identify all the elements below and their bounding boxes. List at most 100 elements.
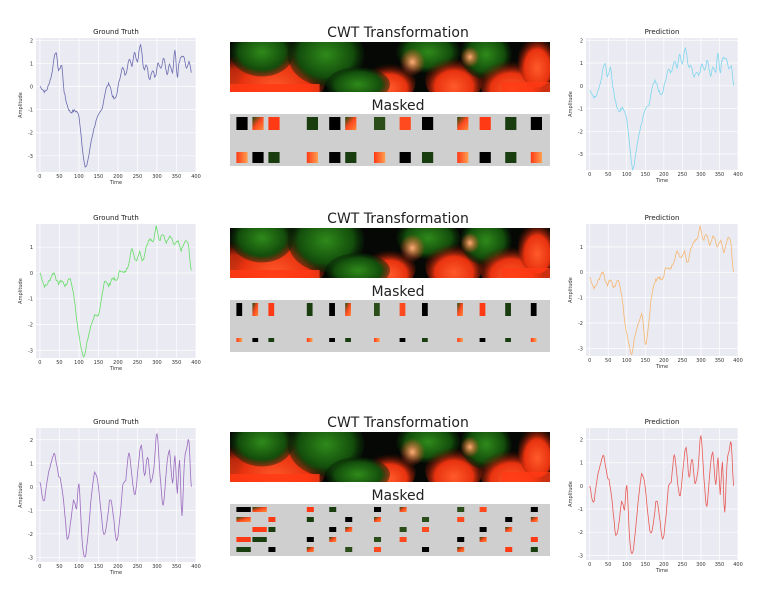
prediction-3-xtick-label: 400 (733, 562, 743, 568)
ground-truth-1-title: Ground Truth (93, 28, 139, 36)
ground-truth-3-xtick-label: 350 (172, 564, 182, 570)
ground-truth-1-xtick-label: 150 (94, 174, 104, 180)
ground-truth-1-ytick-label: -2 (28, 131, 33, 137)
cwt-panel: CWT Transformation Masked (230, 415, 550, 556)
prediction-2-ylabel: Amplitude (568, 277, 574, 303)
prediction-2-ytick-label: 1 (580, 245, 583, 251)
prediction-3-title: Prediction (645, 418, 680, 426)
ground-truth-2-ytick-label: 1 (30, 245, 33, 251)
ground-truth-1-xtick-label: 100 (74, 174, 84, 180)
prediction-2-xlabel: Time (655, 364, 668, 370)
prediction-1-xtick-label: 350 (715, 172, 725, 178)
ground-truth-3-xtick-label: 50 (56, 564, 62, 570)
ground-truth-2-xtick-label: 100 (74, 360, 84, 366)
ground-truth-2-xtick-label: 400 (191, 360, 201, 366)
cwt-title: CWT Transformation (327, 25, 469, 41)
cwt-title: CWT Transformation (327, 211, 469, 227)
ground-truth-2-title: Ground Truth (93, 214, 139, 222)
prediction-3-xtick-label: 100 (622, 562, 632, 568)
ground-truth-3-title: Ground Truth (93, 418, 139, 426)
ground-truth-1-xtick-label: 300 (152, 174, 162, 180)
prediction-3-xtick-label: 350 (715, 562, 725, 568)
cwt-panel: CWT Transformation Masked (230, 25, 550, 166)
prediction-3-ylabel: Amplitude (568, 481, 574, 507)
prediction-1-plot: Prediction 0 50 100 150 200 250 300 350 400 -3 -2 -1… (568, 28, 743, 184)
prediction-3-xtick-label: 250 (678, 562, 688, 568)
ground-truth-2-xtick-label: 200 (113, 360, 123, 366)
ground-truth-3-ytick-label: -3 (28, 555, 33, 561)
cwt-panel: CWT Transformation Masked (230, 211, 550, 352)
masked-scalogram-image (230, 300, 550, 352)
prediction-1-xtick-label: 250 (678, 172, 688, 178)
ground-truth-3-xtick-label: 400 (191, 564, 201, 570)
ground-truth-1-ylabel: Amplitude (18, 92, 24, 118)
ground-truth-2-xtick-label: 250 (133, 360, 143, 366)
ground-truth-2-xlabel: Time (109, 366, 122, 372)
prediction-3-xtick-label: 0 (588, 562, 591, 568)
prediction-3-xlabel: Time (655, 568, 668, 574)
prediction-1-xtick-label: 400 (733, 172, 743, 178)
prediction-3-series-line (589, 434, 734, 555)
prediction-2-ytick-label: -3 (578, 346, 583, 352)
masked-scalogram-image (230, 114, 550, 166)
prediction-2-series-line (589, 225, 734, 356)
prediction-1-ytick-label: 0 (580, 84, 583, 90)
prediction-3-ytick-label: -1 (578, 507, 583, 513)
ground-truth-1-series-line (39, 43, 192, 168)
prediction-3-xtick-label: 50 (605, 562, 611, 568)
ground-truth-1-plot: Ground Truth 0 50 100 150 200 250 300 350 400 -3 -2… (18, 28, 201, 186)
prediction-2-xtick-label: 250 (678, 358, 688, 364)
ground-truth-3-plot: Ground Truth 0 50 100 150 200 250 300 350 400 -3 -2… (18, 418, 201, 576)
prediction-2-xtick-label: 350 (715, 358, 725, 364)
ground-truth-1-ytick-label: 0 (30, 85, 33, 91)
cwt-scalogram-image (230, 228, 550, 278)
prediction-3-ytick-label: -2 (578, 530, 583, 536)
ground-truth-2-ytick-label: -3 (28, 348, 33, 354)
prediction-2-xtick-label: 0 (588, 358, 591, 364)
ground-truth-3-xtick-label: 200 (113, 564, 123, 570)
prediction-1-xtick-label: 200 (659, 172, 669, 178)
ground-truth-2-axes-background (36, 224, 196, 358)
ground-truth-2-ytick-label: -2 (28, 323, 33, 329)
ground-truth-2-plot: Ground Truth 0 50 100 150 200 250 300 350 400 -3 -2… (18, 214, 201, 372)
prediction-3-plot: Prediction 0 50 100 150 200 250 300 350 400 -3 -2 -1… (568, 418, 743, 574)
prediction-1-ytick-label: 2 (580, 38, 583, 44)
ground-truth-2-ytick-label: 0 (30, 271, 33, 277)
ground-truth-1-xtick-label: 350 (172, 174, 182, 180)
prediction-3-ytick-label: 0 (580, 484, 583, 490)
prediction-1-xtick-label: 100 (622, 172, 632, 178)
prediction-2-xtick-label: 400 (733, 358, 743, 364)
ground-truth-2-xtick-label: 0 (38, 360, 41, 366)
prediction-1-series-line (589, 46, 734, 171)
prediction-1-xtick-label: 300 (696, 172, 706, 178)
ground-truth-2-ylabel: Amplitude (18, 278, 24, 304)
prediction-1-ylabel: Amplitude (568, 91, 574, 117)
ground-truth-1-xtick-label: 250 (133, 174, 143, 180)
prediction-3-ytick-label: 1 (580, 461, 583, 467)
prediction-1-ytick-label: -1 (578, 107, 583, 113)
ground-truth-1-xtick-label: 0 (38, 174, 41, 180)
ground-truth-2-ytick-label: -1 (28, 297, 33, 303)
ground-truth-1-ytick-label: 2 (30, 38, 33, 44)
prediction-1-xlabel: Time (655, 178, 668, 184)
ground-truth-2-xtick-label: 50 (56, 360, 62, 366)
masked-title: Masked (371, 98, 424, 114)
ground-truth-3-xlabel: Time (109, 570, 122, 576)
prediction-1-xtick-label: 0 (588, 172, 591, 178)
prediction-3-xtick-label: 200 (659, 562, 669, 568)
prediction-3-xtick-label: 150 (641, 562, 651, 568)
ground-truth-2-xtick-label: 300 (152, 360, 162, 366)
prediction-2-xtick-label: 200 (659, 358, 669, 364)
prediction-2-xtick-label: 50 (605, 358, 611, 364)
prediction-3-ytick-label: -3 (578, 553, 583, 559)
ground-truth-3-xtick-label: 0 (38, 564, 41, 570)
ground-truth-3-xtick-label: 100 (74, 564, 84, 570)
prediction-1-title: Prediction (645, 28, 680, 36)
ground-truth-3-ytick-label: -1 (28, 508, 33, 514)
ground-truth-3-ytick-label: -2 (28, 532, 33, 538)
prediction-2-ytick-label: -2 (578, 321, 583, 327)
ground-truth-3-ytick-label: 2 (30, 438, 33, 444)
